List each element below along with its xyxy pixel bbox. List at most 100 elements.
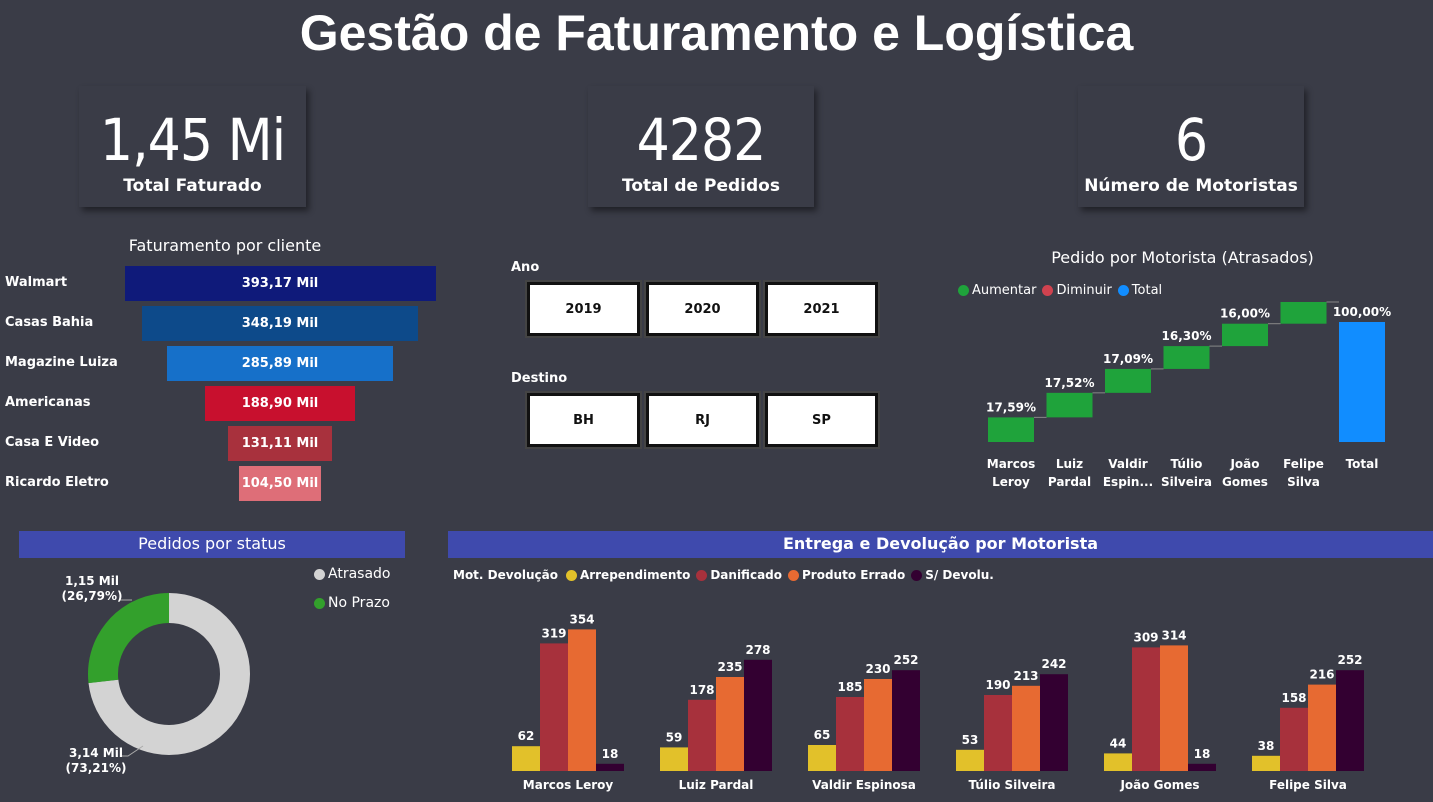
waterfall-data-label: 17,09%	[1103, 352, 1153, 366]
waterfall-bar[interactable]	[1222, 323, 1268, 347]
bar-s-devolu-[interactable]	[1040, 674, 1068, 771]
bar-data-label: 242	[1041, 657, 1066, 671]
waterfall-category-label: Espin...	[1103, 475, 1153, 489]
waterfall-category-label: João	[1229, 457, 1259, 471]
bar-data-label: 18	[602, 747, 619, 761]
bar-s-devolu-[interactable]	[1336, 670, 1364, 771]
bar-data-label: 319	[541, 626, 566, 640]
waterfall-bar[interactable]	[988, 417, 1034, 442]
bar-data-label: 59	[666, 730, 683, 744]
bar-category-label: Felipe Silva	[1269, 778, 1347, 792]
donut-leader-atrasado	[122, 745, 144, 757]
waterfall-title: Pedido por Motorista (Atrasados)	[1051, 248, 1314, 267]
bar-arrependimento[interactable]	[1252, 755, 1280, 771]
bar-data-label: 278	[745, 643, 770, 657]
bar-s-devolu-[interactable]	[892, 670, 920, 771]
bar-arrependimento[interactable]	[512, 746, 540, 771]
kpi-card-total-pedidos[interactable]: 4282 Total de Pedidos	[588, 86, 814, 207]
bars-legend: Mot. Devolução Arrependimento Danificado…	[453, 568, 994, 582]
funnel-bar[interactable]: 285,89 Mil	[166, 346, 394, 381]
bar-data-label: 216	[1309, 668, 1334, 682]
funnel-bar[interactable]: 393,17 Mil	[124, 266, 436, 301]
donut-header: Pedidos por status	[19, 531, 405, 558]
slicer-destino-sp[interactable]: SP	[763, 391, 880, 449]
waterfall-category-label: Total	[1346, 457, 1379, 471]
kpi-card-numero-motoristas[interactable]: 6 Número de Motoristas	[1078, 86, 1304, 207]
legend-label-total: Total	[1131, 283, 1163, 298]
bars-header: Entrega e Devolução por Motorista	[448, 531, 1433, 558]
waterfall-bar[interactable]	[1339, 322, 1385, 442]
bar-category-label: Luiz Pardal	[679, 778, 754, 792]
funnel-bar[interactable]: 348,19 Mil	[142, 306, 418, 341]
waterfall-data-label: 16,30%	[1162, 329, 1212, 343]
bar-produto-errado[interactable]	[1308, 684, 1336, 771]
funnel-bar[interactable]: 104,50 Mil	[238, 466, 322, 501]
donut-legend-noprazo: No Prazo	[314, 595, 390, 611]
bar-danificado[interactable]	[1132, 647, 1160, 771]
bar-data-label: 53	[962, 733, 979, 747]
kpi-label: Número de Motoristas	[1084, 176, 1298, 196]
funnel-label: Casas Bahia	[5, 315, 94, 330]
bar-data-label: 185	[837, 680, 862, 694]
bar-data-label: 62	[518, 729, 535, 743]
legend-label-atrasado: Atrasado	[328, 566, 391, 582]
bar-arrependimento[interactable]	[808, 745, 836, 771]
bar-arrependimento[interactable]	[660, 747, 688, 771]
bar-produto-errado[interactable]	[864, 679, 892, 771]
bar-data-label: 252	[1337, 653, 1362, 667]
bar-s-devolu-[interactable]	[596, 763, 624, 771]
legend-label-sem-devolucao: S/ Devolu.	[925, 568, 994, 582]
bar-arrependimento[interactable]	[956, 749, 984, 771]
bar-category-label: Túlio Silveira	[968, 778, 1055, 792]
legend-dot-sem-devolucao	[911, 569, 923, 581]
bar-data-label: 235	[717, 660, 742, 674]
bar-danificado[interactable]	[688, 699, 716, 771]
waterfall-bar[interactable]	[1046, 392, 1093, 418]
legend-dot-noprazo	[314, 597, 325, 609]
waterfall-category-label: Luiz	[1056, 457, 1083, 471]
bar-arrependimento[interactable]	[1104, 753, 1132, 771]
donut-slice-noprazo[interactable]	[88, 593, 250, 755]
bar-danificado[interactable]	[984, 695, 1012, 771]
slicer-ano-2019[interactable]: 2019	[525, 280, 642, 338]
slicer-destino-rj[interactable]: RJ	[644, 391, 761, 449]
waterfall-legend: Aumentar Diminuir Total	[958, 283, 1162, 298]
legend-dot-diminuir	[1042, 285, 1054, 296]
funnel-label: Casa E Video	[5, 435, 100, 450]
waterfall-data-label: 100,00%	[1333, 305, 1391, 319]
bar-data-label: 158	[1281, 691, 1306, 705]
slicer-ano-2021[interactable]: 2021	[763, 280, 880, 338]
waterfall-bar[interactable]	[1105, 368, 1151, 393]
waterfall-category-label: Leroy	[992, 475, 1030, 489]
waterfall-data-label: 16,00%	[1220, 307, 1270, 321]
kpi-value: 1,45 Mi	[99, 106, 286, 174]
legend-dot-aumentar	[958, 285, 969, 296]
bar-danificado[interactable]	[1280, 707, 1308, 771]
funnel-label: Walmart	[5, 275, 68, 290]
waterfall-category-label: Pardal	[1048, 475, 1091, 489]
slicer-destino-bh[interactable]: BH	[525, 391, 642, 449]
funnel-bar[interactable]: 131,11 Mil	[228, 426, 332, 461]
donut-label-atrasado-value: 3,14 Mil	[69, 746, 123, 760]
bar-s-devolu-[interactable]	[744, 659, 772, 771]
bar-produto-errado[interactable]	[1160, 645, 1188, 771]
funnel-bar[interactable]: 188,90 Mil	[205, 386, 355, 421]
donut-legend-atrasado: Atrasado	[314, 566, 390, 582]
bar-data-label: 252	[893, 653, 918, 667]
kpi-card-total-faturado[interactable]: 1,45 Mi Total Faturado	[79, 86, 306, 207]
slicer-ano-2020[interactable]: 2020	[644, 280, 761, 338]
bar-produto-errado[interactable]	[568, 629, 596, 771]
waterfall-chart: 17,59% Marcos Leroy 17,52% Luiz Pardal 17,09% V…	[986, 301, 1391, 489]
bar-produto-errado[interactable]	[716, 677, 744, 771]
bar-danificado[interactable]	[836, 697, 864, 771]
bar-s-devolu-[interactable]	[1188, 763, 1216, 771]
bar-data-label: 65	[814, 728, 831, 742]
funnel-label: Americanas	[5, 395, 91, 410]
bar-produto-errado[interactable]	[1012, 685, 1040, 771]
bar-data-label: 44	[1110, 736, 1127, 750]
waterfall-bar[interactable]	[1163, 346, 1210, 369]
waterfall-bar[interactable]	[1280, 301, 1327, 324]
funnel-label: Ricardo Eletro	[5, 475, 109, 490]
bar-danificado[interactable]	[540, 643, 568, 771]
